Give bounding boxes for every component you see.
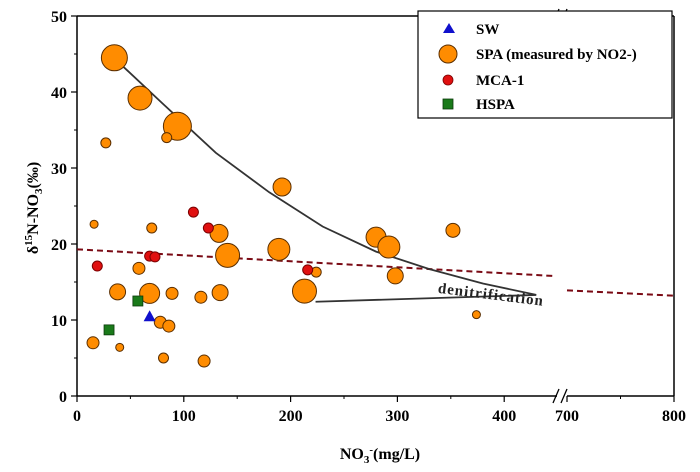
spa-point <box>215 242 241 268</box>
legend-square-icon <box>442 98 454 110</box>
sw-point <box>143 310 156 322</box>
mca-point <box>187 206 199 218</box>
spa-point <box>100 44 128 72</box>
mca-point <box>302 264 314 276</box>
x-tick-label: 700 <box>555 408 579 425</box>
spa-point <box>194 290 208 304</box>
y-tick-label: 0 <box>59 389 67 406</box>
legend-box <box>417 10 673 119</box>
spa-point <box>386 267 404 285</box>
y-tick-label: 10 <box>51 313 67 330</box>
spa-point <box>162 319 176 333</box>
legend-label-spa: SPA (measured by NO2-) <box>476 47 637 63</box>
x-tick-label: 200 <box>279 408 303 425</box>
x-tick-label: 0 <box>73 408 81 425</box>
x-tick-label: 300 <box>385 408 409 425</box>
spa-point <box>139 282 161 304</box>
legend: SW SPA (measured by NO2-) MCA-1 HSPA <box>417 10 673 119</box>
legend-label-sw: SW <box>476 22 499 38</box>
spa-point <box>165 286 179 300</box>
spa-point <box>291 278 317 304</box>
y-tick-label: 30 <box>51 161 67 178</box>
data-points <box>86 44 481 368</box>
legend-label-hspa: HSPA <box>476 97 515 113</box>
legend-label-mca: MCA-1 <box>476 73 524 89</box>
mca-point <box>91 260 103 272</box>
spa-point <box>132 261 146 275</box>
spa-point <box>115 342 125 352</box>
mca-point <box>149 251 161 263</box>
spa-point <box>158 352 170 364</box>
spa-point <box>377 235 401 259</box>
spa-point <box>197 354 211 368</box>
y-tick-label: 50 <box>51 9 67 26</box>
spa-point <box>100 137 112 149</box>
spa-point <box>127 85 153 111</box>
legend-small-circle-icon <box>442 74 454 86</box>
hspa-point <box>103 324 115 336</box>
regression-line-right <box>566 289 675 297</box>
spa-point <box>89 219 99 229</box>
spa-point <box>86 336 100 350</box>
legend-large-circle-icon <box>438 44 458 64</box>
axis-break-mark <box>560 388 568 404</box>
spa-point <box>161 132 173 144</box>
spa-point <box>162 111 192 141</box>
legend-triangle-icon <box>443 23 455 33</box>
x-tick-label: 400 <box>492 408 516 425</box>
y-axis-title: δ15N-NO3(‰) <box>23 162 45 254</box>
hspa-point <box>132 295 144 307</box>
spa-point <box>209 223 229 243</box>
spa-point <box>211 284 229 302</box>
spa-point <box>146 222 158 234</box>
y-tick-label: 20 <box>51 237 67 254</box>
spa-point <box>445 222 461 238</box>
tick-labels: 0 100 200 300 400 700 800 0 10 20 30 40 50 <box>51 9 686 425</box>
spa-point <box>267 237 291 261</box>
mca-point <box>202 222 214 234</box>
spa-point <box>471 310 481 320</box>
y-tick-label: 40 <box>51 85 67 102</box>
axis-break-mark <box>552 388 560 404</box>
spa-point <box>272 177 292 197</box>
x-tick-label: 100 <box>172 408 196 425</box>
x-tick-label: 800 <box>662 408 686 425</box>
spa-point <box>109 283 127 301</box>
x-axis-title: NO3-(mg/L) <box>340 444 420 466</box>
